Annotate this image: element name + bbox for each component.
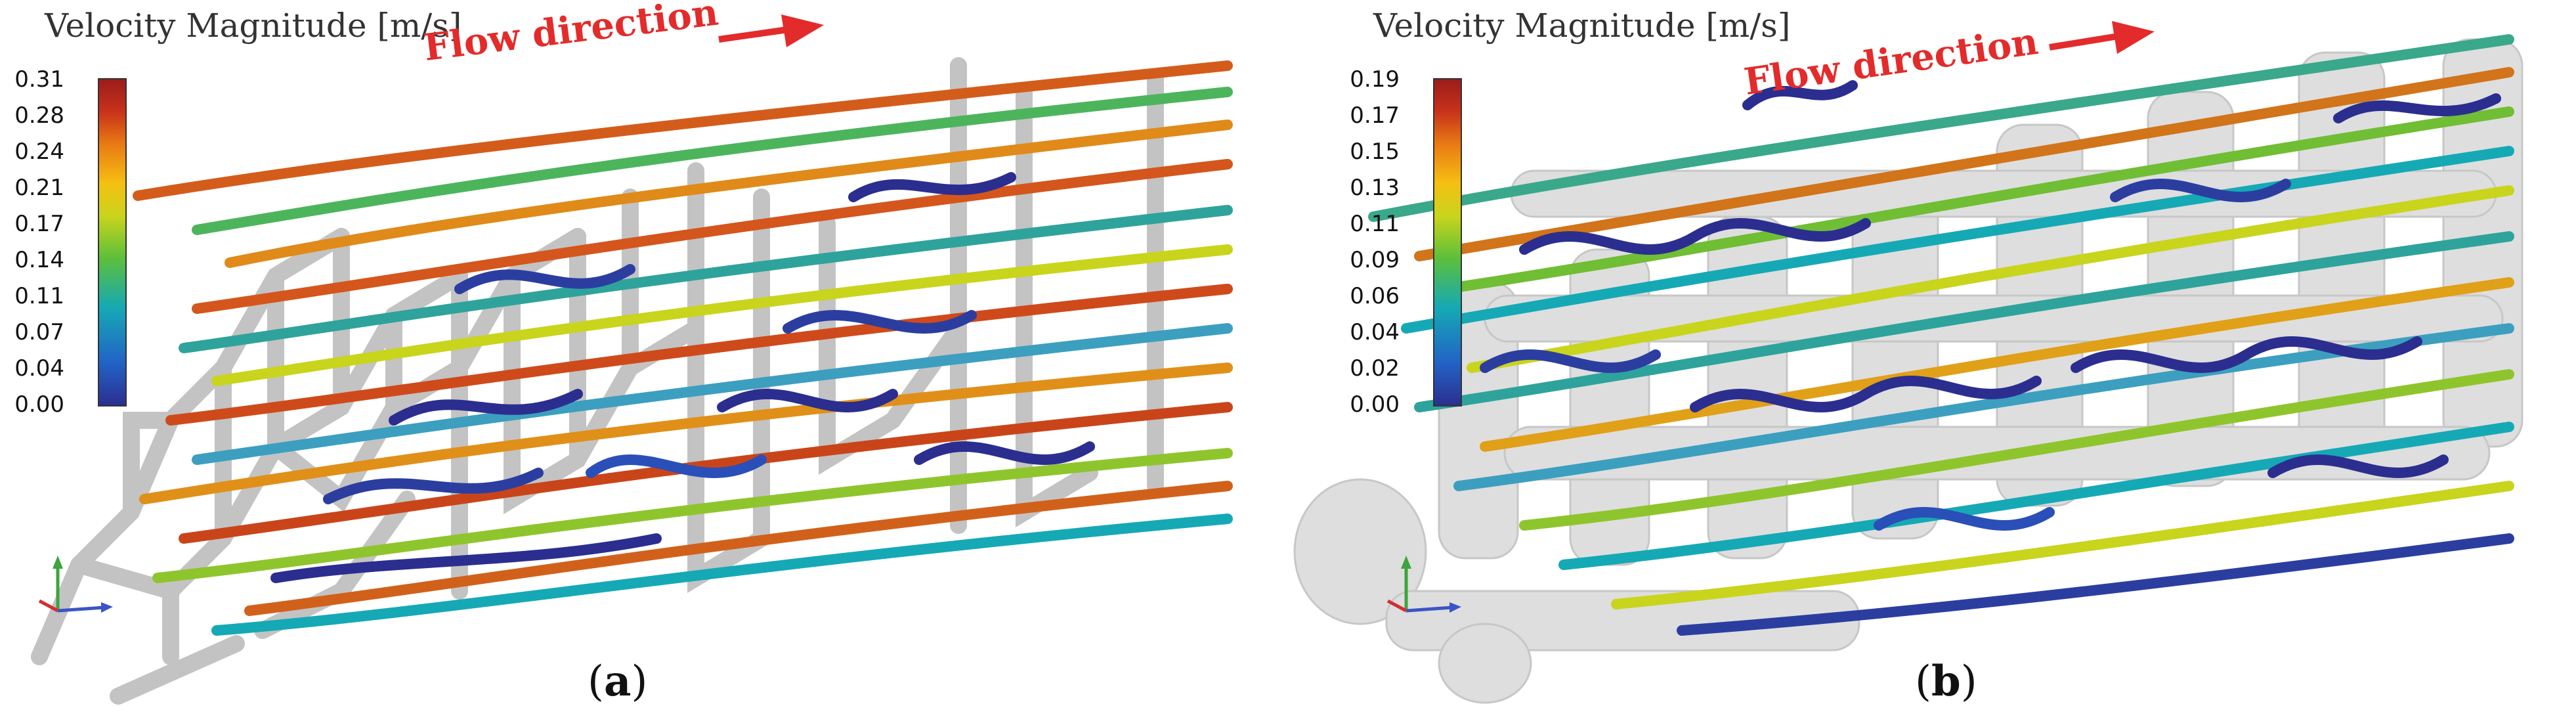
streamline-scene-a — [31, 14, 1233, 705]
axis-triad-b — [1386, 556, 1461, 613]
tick-label: 0.09 — [1350, 247, 1400, 273]
tick-label: 0.15 — [1350, 139, 1400, 165]
tick-label: 0.21 — [14, 175, 64, 201]
subfigure-label-a: (a) — [588, 657, 648, 706]
tick-label: 0.04 — [14, 355, 64, 382]
tick-label: 0.28 — [14, 102, 64, 129]
colorbar-ticks-a: 0.31 0.28 0.24 0.21 0.17 0.14 0.11 0.07 … — [0, 68, 64, 423]
colorbar-title-a: Velocity Magnitude [m/s] — [45, 7, 462, 45]
lattice-struts-a — [31, 57, 1164, 705]
tick-label: 0.00 — [14, 391, 64, 418]
flow-arrow-a — [718, 14, 824, 47]
tick-label: 0.11 — [1350, 211, 1400, 237]
tick-label: 0.02 — [1350, 355, 1400, 382]
streamline-scene-b — [1293, 21, 2523, 704]
colorbar-b — [1433, 78, 1462, 407]
colorbar-ticks-b: 0.19 0.17 0.15 0.13 0.11 0.09 0.06 0.04 … — [1301, 68, 1400, 423]
tick-label: 0.19 — [1350, 66, 1400, 93]
tick-label: 0.04 — [1350, 319, 1400, 345]
colorbar-a — [98, 78, 127, 407]
tick-label: 0.00 — [1350, 391, 1400, 418]
tick-label: 0.13 — [1350, 175, 1400, 201]
panel-a: Velocity Magnitude [m/s] 0.31 0.28 0.24 … — [0, 0, 1233, 706]
tick-label: 0.17 — [14, 211, 64, 237]
lattice-nodes-b — [1293, 38, 2523, 704]
tick-label: 0.06 — [1350, 283, 1400, 309]
tick-label: 0.07 — [14, 319, 64, 345]
axis-triad-a — [38, 556, 113, 613]
tick-label: 0.24 — [14, 139, 64, 165]
panel-b: Velocity Magnitude [m/s] 0.19 0.17 0.15 … — [1288, 0, 2576, 727]
streamlines-a — [133, 60, 1233, 636]
tick-label: 0.11 — [14, 283, 64, 309]
tick-label: 0.17 — [1350, 102, 1400, 129]
subfigure-label-b: (b) — [1915, 657, 1977, 706]
flow-arrow-b — [2049, 21, 2155, 54]
tick-label: 0.31 — [14, 66, 64, 93]
colorbar-title-b: Velocity Magnitude [m/s] — [1373, 7, 1791, 45]
streamlines-b — [1368, 34, 2514, 636]
tick-label: 0.14 — [14, 247, 64, 273]
